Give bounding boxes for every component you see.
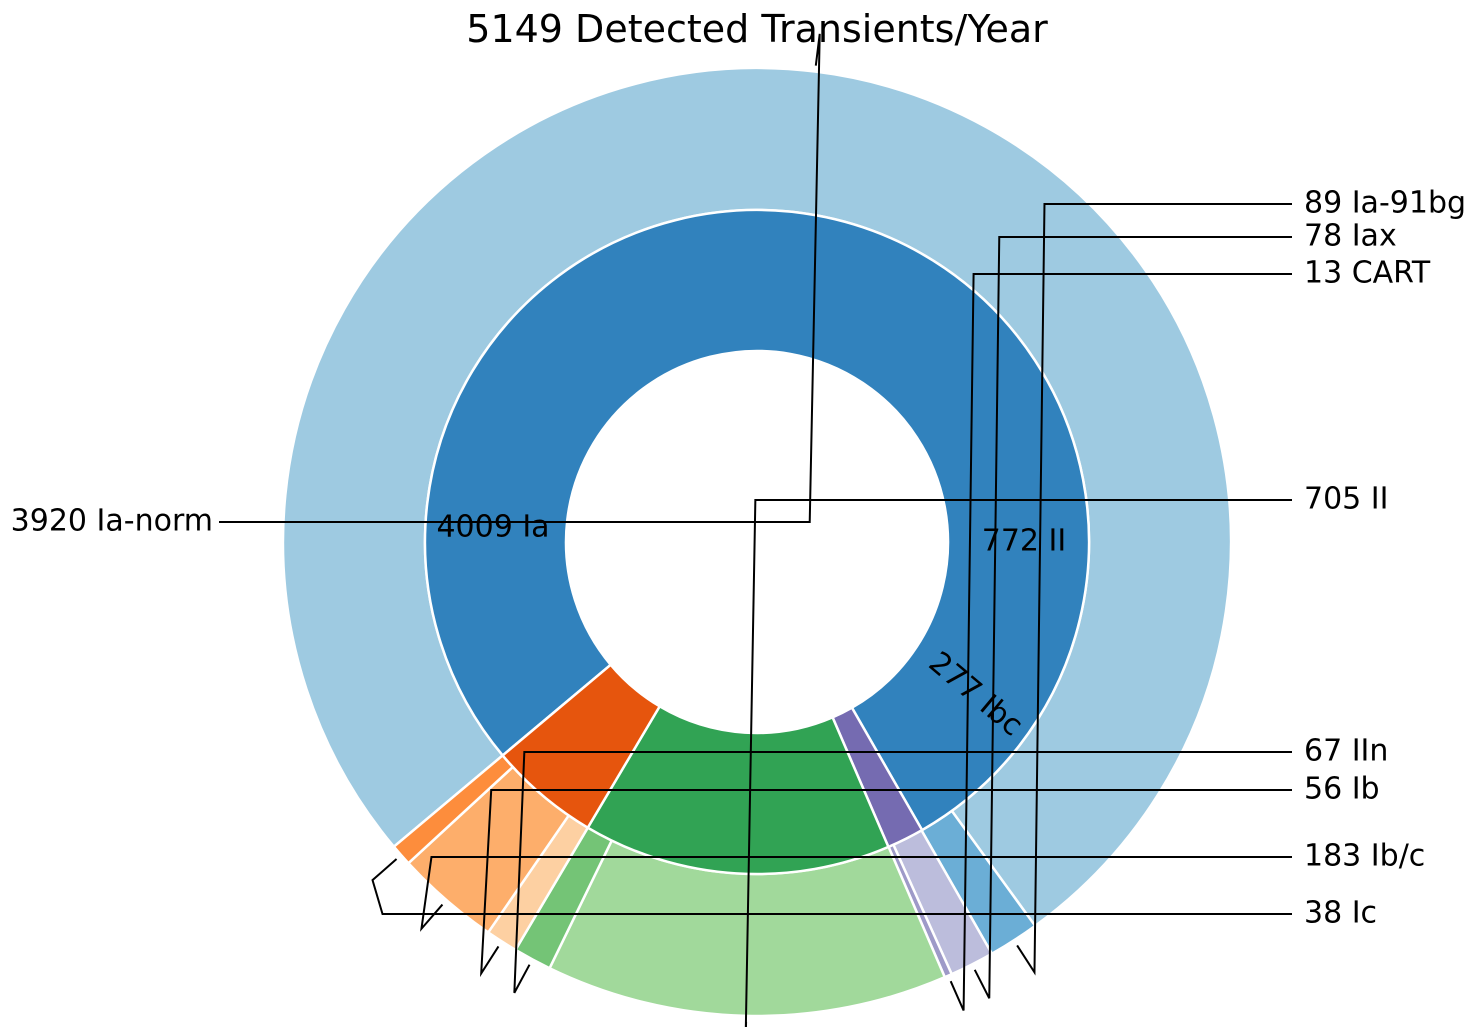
leader-line-ib-c	[420, 856, 1292, 932]
outer-label-ib: 56 Ib	[1304, 772, 1380, 807]
leader-line-ia-91bg	[1016, 203, 1292, 976]
outer-ring	[281, 66, 1233, 1018]
chart-title: 5149 Detected Transients/Year	[466, 7, 1048, 51]
leader-line-ib	[480, 789, 1292, 978]
inner-label-ii: 772 II	[982, 524, 1067, 559]
inner-slice-ibc	[500, 663, 662, 830]
outer-label-ia-norm: 3920 Ia-norm	[11, 504, 213, 539]
inner-slice-ia	[423, 208, 1091, 832]
outer-label-ic: 38 Ic	[1304, 896, 1377, 931]
leader-line-cart	[949, 273, 1292, 1011]
outer-label-ii: 705 II	[1304, 482, 1389, 517]
outer-label-iax: 78 Iax	[1304, 219, 1397, 254]
leader-line-ii	[744, 499, 1292, 1027]
outer-label-iin: 67 IIn	[1304, 734, 1388, 769]
leader-line-iax	[973, 236, 1292, 999]
outer-label-ib-c: 183 Ib/c	[1304, 839, 1425, 874]
label-leaders	[219, 33, 1292, 1027]
leader-line-ia-norm	[219, 33, 821, 523]
leader-line-iin	[513, 751, 1292, 994]
leader-line-ic	[371, 858, 1292, 915]
outer-label-ia-91bg: 89 Ia-91bg	[1304, 186, 1466, 221]
inner-label-ia: 4009 Ia	[436, 510, 549, 545]
outer-label-cart: 13 CART	[1304, 256, 1431, 291]
